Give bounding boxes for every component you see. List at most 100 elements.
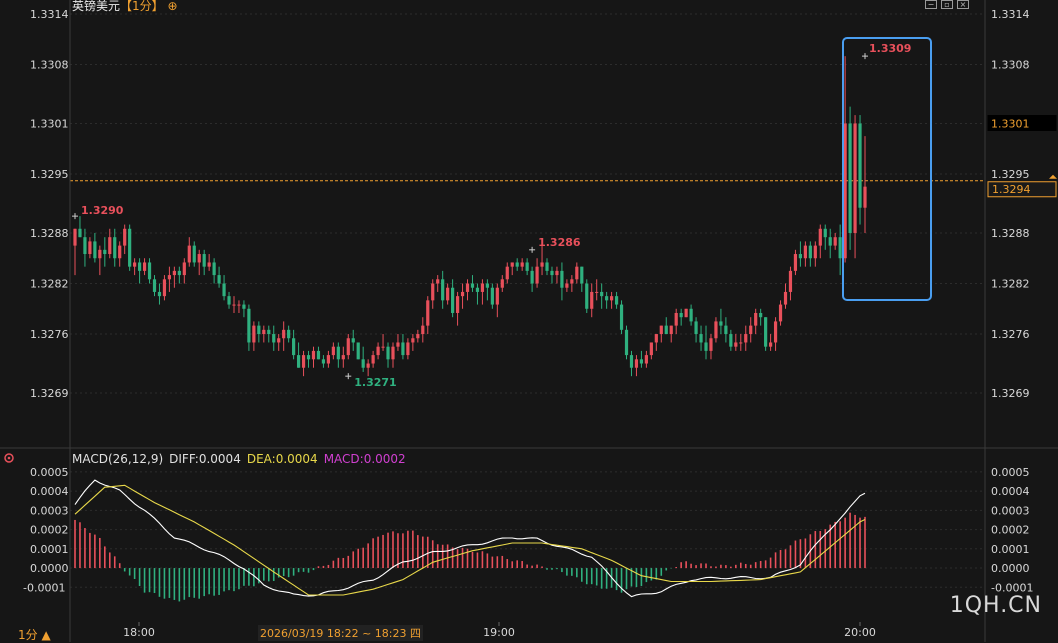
candle-body bbox=[694, 321, 698, 335]
candle-body bbox=[93, 241, 97, 259]
candle-body bbox=[580, 266, 584, 284]
candle-body bbox=[113, 237, 117, 259]
time-tick-label: 18:00 bbox=[123, 626, 155, 639]
candle-body bbox=[470, 283, 475, 288]
macd-diff-line bbox=[74, 479, 866, 598]
plus-circle-icon[interactable]: ⊕ bbox=[167, 0, 178, 13]
candle-body bbox=[818, 228, 822, 246]
candle-body bbox=[371, 355, 375, 364]
highlight-box bbox=[842, 37, 932, 301]
candle-body bbox=[277, 338, 281, 343]
candle-body bbox=[207, 262, 211, 267]
candle-body bbox=[311, 350, 316, 360]
candle-body bbox=[505, 266, 509, 280]
candle-body bbox=[565, 283, 569, 288]
macd-tick-left: 0.0000 bbox=[30, 562, 69, 575]
candle-body bbox=[455, 296, 460, 313]
candle-body bbox=[162, 279, 167, 297]
candle-body bbox=[669, 325, 673, 335]
candle-body bbox=[664, 325, 668, 335]
candle-body bbox=[475, 287, 480, 292]
extreme-price-label: 1.3286 bbox=[538, 236, 581, 249]
candle-body bbox=[73, 228, 77, 246]
candle-body bbox=[570, 279, 574, 284]
candle-body bbox=[768, 342, 773, 347]
candle-body bbox=[610, 296, 614, 301]
candle-body bbox=[227, 296, 231, 305]
candle-body bbox=[411, 338, 415, 343]
candle-body bbox=[624, 329, 629, 356]
macd-tick-left: 0.0004 bbox=[30, 485, 69, 498]
candle-body bbox=[629, 355, 634, 368]
macd-tick-left: 0.0002 bbox=[30, 524, 69, 537]
price-tick-left: 1.3295 bbox=[30, 168, 69, 181]
period-label[interactable]: 【1分】 bbox=[120, 0, 164, 13]
candle-body bbox=[272, 334, 276, 343]
bottom-period-label[interactable]: 1分 ▲ bbox=[18, 628, 51, 642]
candle-body bbox=[649, 342, 653, 356]
macd-legend-macd: MACD:0.0002 bbox=[323, 452, 406, 466]
chart-title: 英镑美元【1分】 ⊕ bbox=[72, 0, 178, 14]
candle-body bbox=[128, 228, 132, 267]
time-tick-label: 19:00 bbox=[483, 626, 515, 639]
candle-body bbox=[714, 321, 718, 339]
candle-body bbox=[739, 342, 743, 344]
candle-body bbox=[525, 262, 529, 271]
candle-body bbox=[212, 262, 216, 276]
candle-body bbox=[510, 262, 514, 267]
candle-body bbox=[267, 329, 271, 335]
candle-body bbox=[783, 291, 788, 305]
symbol-name: 英镑美元 bbox=[72, 0, 121, 13]
candle-body bbox=[118, 245, 122, 259]
price-tick-right: 1.3288 bbox=[991, 227, 1030, 240]
candle-body bbox=[316, 350, 321, 360]
price-tick-left: 1.3276 bbox=[30, 328, 69, 341]
macd-legend-dea: DEA:0.0004 bbox=[246, 452, 318, 466]
candle-body bbox=[828, 237, 832, 246]
macd-legend-title: MACD(26,12,9) bbox=[72, 452, 164, 466]
current-price-badge bbox=[987, 181, 1057, 198]
candle-body bbox=[659, 325, 663, 335]
upper-price-badge bbox=[987, 114, 1057, 131]
macd-tick-left: 0.0003 bbox=[30, 504, 69, 517]
minimize-icon[interactable]: − bbox=[925, 0, 937, 9]
candle-body bbox=[689, 308, 693, 322]
candle-body bbox=[853, 123, 857, 233]
candle-body bbox=[540, 262, 544, 267]
candle-body bbox=[575, 266, 579, 280]
candle-body bbox=[500, 279, 504, 288]
candle-body bbox=[764, 317, 768, 347]
candle-body bbox=[451, 287, 455, 313]
restore-icon[interactable]: ▫ bbox=[941, 0, 953, 9]
candle-body bbox=[222, 283, 226, 297]
candle-body bbox=[326, 355, 330, 364]
candle-body bbox=[242, 304, 246, 309]
candle-body bbox=[83, 237, 87, 255]
macd-tick-right: -0.0001 bbox=[991, 581, 1033, 594]
macd-tick-right: 0.0000 bbox=[991, 562, 1030, 575]
candle-body bbox=[351, 338, 355, 343]
time-tick-label: 20:00 bbox=[844, 626, 876, 639]
extreme-price-label: 1.3271 bbox=[354, 376, 396, 389]
candle-body bbox=[585, 283, 589, 309]
candle-body bbox=[172, 270, 176, 276]
candle-body bbox=[217, 275, 221, 284]
time-tooltip: 2026/03/19 18:22 ~ 18:23 四 bbox=[258, 625, 424, 641]
candle-body bbox=[600, 291, 604, 297]
candle-body bbox=[142, 262, 147, 271]
candle-body bbox=[237, 304, 241, 306]
close-icon[interactable]: × bbox=[957, 0, 969, 9]
watermark: 1QH.CN bbox=[949, 593, 1042, 618]
candle-body bbox=[704, 342, 708, 351]
candle-body bbox=[187, 245, 191, 263]
candle-body bbox=[306, 355, 311, 360]
candle-body bbox=[550, 270, 554, 276]
candle-body bbox=[331, 346, 335, 356]
candle-body bbox=[813, 245, 817, 259]
price-tick-left: 1.3288 bbox=[30, 227, 69, 240]
candle-body bbox=[401, 342, 405, 356]
macd-tick-right: 0.0001 bbox=[991, 543, 1030, 556]
candle-body bbox=[103, 249, 107, 255]
candle-body bbox=[406, 342, 410, 356]
candle-body bbox=[182, 262, 186, 276]
